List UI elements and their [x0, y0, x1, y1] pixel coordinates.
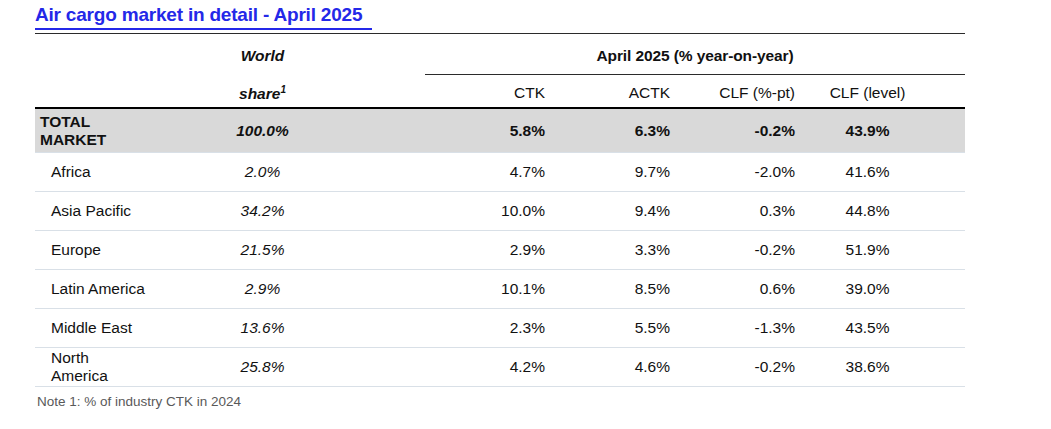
clf-level-value: 39.0%: [810, 270, 965, 309]
world-share-value: 34.2%: [180, 192, 345, 231]
clf-level-value: 43.9%: [810, 108, 965, 153]
table-row: Latin America 2.9% 10.1% 8.5% 0.6% 39.0%: [35, 270, 965, 309]
clf-pt-value: -0.2%: [685, 231, 810, 270]
spacer-cell: [345, 108, 425, 153]
clf-level-value: 51.9%: [810, 231, 965, 270]
table-body: TOTAL MARKET 100.0% 5.8% 6.3% -0.2% 43.9…: [35, 108, 965, 387]
clf-pt-value: -0.2%: [685, 108, 810, 153]
clf-level-value: 41.6%: [810, 153, 965, 192]
table-row: Middle East 13.6% 2.3% 5.5% -1.3% 43.5%: [35, 309, 965, 348]
spacer-cell: [345, 153, 425, 192]
table-row: North America 25.8% 4.2% 4.6% -0.2% 38.6…: [35, 348, 965, 387]
spacer-cell: [345, 34, 425, 109]
footnote-marker: 1: [280, 84, 286, 95]
clf-pt-value: -0.2%: [685, 348, 810, 387]
world-share-value: 13.6%: [180, 309, 345, 348]
clf-pt-value: 0.6%: [685, 270, 810, 309]
air-cargo-market-table: World share1 April 2025 (% year-on-year)…: [35, 33, 965, 387]
clf-level-value: 44.8%: [810, 192, 965, 231]
report-table-panel: Air cargo market in detail - April 2025 …: [0, 0, 1051, 409]
table-header: World share1 April 2025 (% year-on-year)…: [35, 34, 965, 109]
world-share-value: 21.5%: [180, 231, 345, 270]
clf-pt-value: -2.0%: [685, 153, 810, 192]
ctk-value: 10.0%: [425, 192, 560, 231]
spacer-cell: [345, 348, 425, 387]
page-title: Air cargo market in detail - April 2025: [35, 4, 372, 30]
actk-value: 9.7%: [560, 153, 685, 192]
region-name: Middle East: [35, 309, 180, 348]
clf-pt-value: 0.3%: [685, 192, 810, 231]
clf-pt-value: -1.3%: [685, 309, 810, 348]
world-share-value: 25.8%: [180, 348, 345, 387]
ctk-value: 4.7%: [425, 153, 560, 192]
column-header-clf-level: CLF (level): [810, 75, 965, 109]
ctk-value: 2.9%: [425, 231, 560, 270]
footnote: Note 1: % of industry CTK in 2024: [35, 394, 1051, 409]
region-name: Asia Pacific: [35, 192, 180, 231]
actk-value: 9.4%: [560, 192, 685, 231]
region-name: North America: [35, 348, 180, 387]
spacer-cell: [345, 309, 425, 348]
ctk-value: 4.2%: [425, 348, 560, 387]
table-row: Europe 21.5% 2.9% 3.3% -0.2% 51.9%: [35, 231, 965, 270]
ctk-value: 5.8%: [425, 108, 560, 153]
clf-level-value: 43.5%: [810, 309, 965, 348]
actk-value: 5.5%: [560, 309, 685, 348]
actk-value: 4.6%: [560, 348, 685, 387]
world-share-column-header: World share1: [180, 34, 345, 109]
actk-value: 8.5%: [560, 270, 685, 309]
world-share-header-line1: World: [181, 47, 344, 65]
actk-value: 3.3%: [560, 231, 685, 270]
actk-value: 6.3%: [560, 108, 685, 153]
region-name: Latin America: [35, 270, 180, 309]
world-share-value: 2.9%: [180, 270, 345, 309]
spacer-cell: [345, 231, 425, 270]
column-header-clf-pt: CLF (%-pt): [685, 75, 810, 109]
table-row: Asia Pacific 34.2% 10.0% 9.4% 0.3% 44.8%: [35, 192, 965, 231]
world-share-value: 100.0%: [180, 108, 345, 153]
period-group-header: April 2025 (% year-on-year): [425, 34, 965, 75]
region-name: TOTAL MARKET: [35, 108, 180, 153]
region-column-header-empty: [35, 34, 180, 109]
column-header-ctk: CTK: [425, 75, 560, 109]
world-share-header-line2: share1: [181, 85, 344, 103]
table-row: TOTAL MARKET 100.0% 5.8% 6.3% -0.2% 43.9…: [35, 108, 965, 153]
spacer-cell: [345, 192, 425, 231]
world-share-value: 2.0%: [180, 153, 345, 192]
ctk-value: 2.3%: [425, 309, 560, 348]
region-name: Africa: [35, 153, 180, 192]
spacer-cell: [345, 270, 425, 309]
clf-level-value: 38.6%: [810, 348, 965, 387]
ctk-value: 10.1%: [425, 270, 560, 309]
column-header-actk: ACTK: [560, 75, 685, 109]
region-name: Europe: [35, 231, 180, 270]
table-row: Africa 2.0% 4.7% 9.7% -2.0% 41.6%: [35, 153, 965, 192]
